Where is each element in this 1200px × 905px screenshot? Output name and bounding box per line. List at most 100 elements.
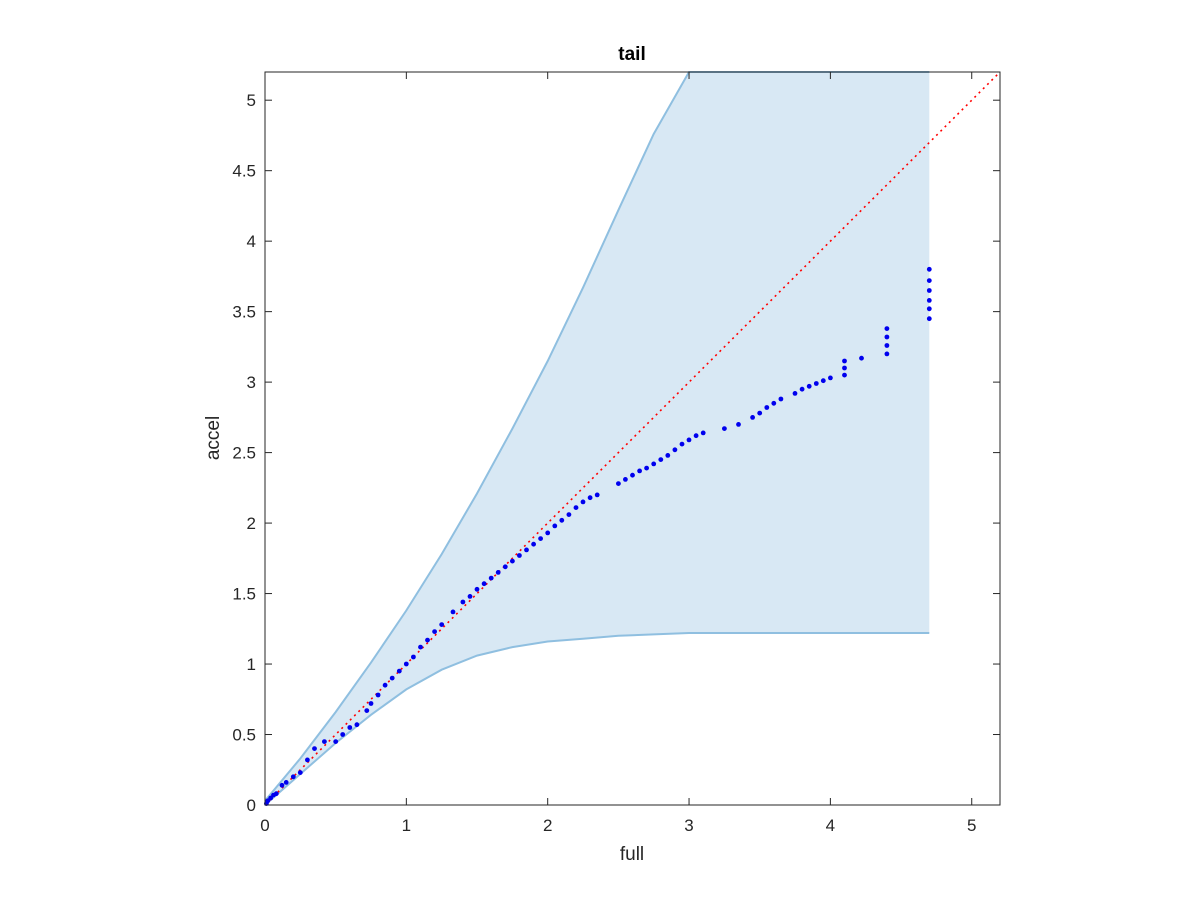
data-point xyxy=(439,622,445,627)
data-point xyxy=(411,654,416,660)
data-point xyxy=(368,701,374,706)
y-tick-label: 5 xyxy=(247,91,256,110)
data-point xyxy=(481,581,487,587)
x-tick-label: 2 xyxy=(543,816,552,835)
data-point xyxy=(389,675,395,681)
reference-line-layer xyxy=(264,71,1001,806)
x-tick-label: 0 xyxy=(260,816,269,835)
reference-line xyxy=(264,71,1001,806)
y-tick-label: 2 xyxy=(247,514,256,533)
y-tick-label: 0.5 xyxy=(232,726,256,745)
data-point xyxy=(364,708,370,713)
x-axis-label: full xyxy=(620,844,644,865)
data-point xyxy=(531,541,536,547)
confidence-band-layer xyxy=(264,71,930,806)
data-point xyxy=(538,536,543,541)
data-point xyxy=(474,586,480,592)
y-axis-label: accel xyxy=(203,416,224,460)
x-tick-label: 3 xyxy=(684,816,693,835)
data-point xyxy=(757,410,763,416)
data-point xyxy=(820,378,826,384)
data-point xyxy=(580,499,586,505)
data-point xyxy=(884,326,890,331)
data-point xyxy=(884,334,890,340)
data-point xyxy=(495,570,501,575)
data-point xyxy=(672,447,678,453)
data-point xyxy=(375,692,381,698)
data-point xyxy=(926,306,932,312)
data-point xyxy=(347,725,353,730)
data-point xyxy=(884,351,890,357)
data-point xyxy=(859,355,864,361)
data-point xyxy=(340,732,346,737)
data-point xyxy=(432,629,437,634)
data-point xyxy=(573,505,579,510)
data-point xyxy=(403,661,409,667)
data-point xyxy=(587,495,593,501)
data-point xyxy=(630,472,635,478)
data-point xyxy=(736,422,741,427)
y-tick-label: 3 xyxy=(247,373,256,392)
x-tick-label: 1 xyxy=(402,816,411,835)
data-point xyxy=(594,492,600,498)
data-point xyxy=(279,782,285,788)
y-tick-label: 4 xyxy=(247,232,256,251)
y-tick-label: 4.5 xyxy=(232,162,256,181)
band-fill xyxy=(265,72,930,805)
data-point xyxy=(559,517,565,523)
data-point xyxy=(926,316,932,322)
data-point xyxy=(926,278,932,283)
data-point xyxy=(750,415,755,420)
data-point xyxy=(273,791,279,797)
y-tick-label: 1.5 xyxy=(232,585,256,604)
data-point xyxy=(842,358,847,364)
data-point xyxy=(623,477,628,482)
data-point xyxy=(524,547,529,553)
plot-area-frame xyxy=(264,71,1001,806)
data-point xyxy=(502,564,508,570)
data-point xyxy=(418,644,423,650)
data-point xyxy=(658,457,664,462)
data-point xyxy=(842,365,847,371)
data-point xyxy=(842,372,847,378)
data-points-layer xyxy=(264,266,932,806)
data-point xyxy=(665,453,671,458)
data-point xyxy=(926,288,932,293)
data-point xyxy=(425,637,430,643)
data-point xyxy=(637,468,642,474)
data-point xyxy=(517,553,522,558)
band-lower-edge xyxy=(264,632,930,806)
data-point xyxy=(884,343,890,348)
data-point xyxy=(644,465,649,471)
data-point xyxy=(322,739,327,744)
data-point xyxy=(297,770,303,775)
data-point xyxy=(700,430,706,436)
data-point xyxy=(460,599,466,605)
x-tick-label: 4 xyxy=(826,816,835,835)
data-point xyxy=(764,405,770,410)
data-point xyxy=(926,266,932,272)
data-point xyxy=(354,722,360,728)
data-point xyxy=(450,609,456,615)
data-point xyxy=(679,441,685,447)
data-point xyxy=(510,558,515,564)
data-point xyxy=(283,780,289,785)
data-point xyxy=(396,668,402,674)
data-point xyxy=(693,433,699,439)
data-point xyxy=(290,774,296,780)
data-point xyxy=(926,298,932,303)
data-point xyxy=(792,391,798,396)
data-point xyxy=(813,381,819,386)
y-tick-label: 0 xyxy=(247,796,256,815)
y-tick-label: 3.5 xyxy=(232,303,256,322)
data-point xyxy=(651,461,657,467)
y-tick-label: 1 xyxy=(247,655,256,674)
y-tick-label: 2.5 xyxy=(232,444,256,463)
data-point xyxy=(305,757,310,763)
data-point xyxy=(312,746,317,751)
data-point xyxy=(722,426,727,431)
data-point xyxy=(771,400,777,406)
data-point xyxy=(799,386,805,392)
